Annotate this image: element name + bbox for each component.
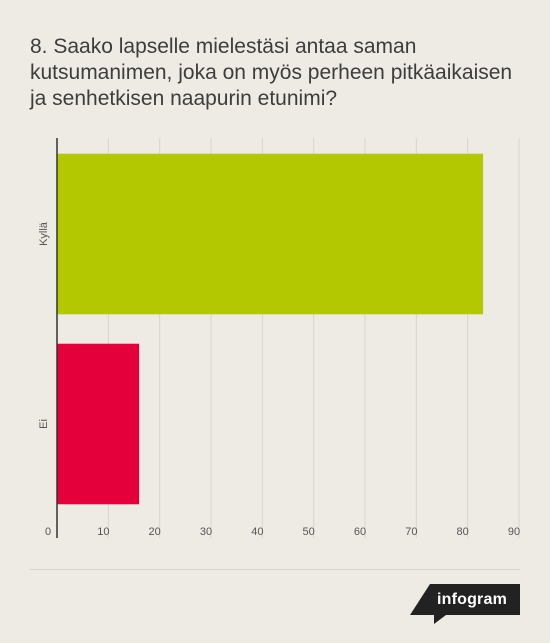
x-tick-label-40: 40 bbox=[251, 526, 263, 538]
bar-chart: Kyllä Ei 0 10 20 30 40 50 60 70 80 90 bbox=[38, 138, 520, 538]
category-label-0: Kyllä bbox=[38, 221, 50, 246]
infogram-badge[interactable]: infogram bbox=[410, 584, 520, 624]
footer-divider bbox=[30, 569, 520, 570]
chart-title: 8. Saako lapselle mielestäsi antaa saman… bbox=[30, 35, 513, 110]
bar-1 bbox=[57, 343, 140, 505]
x-tick-label-80: 80 bbox=[457, 526, 469, 538]
x-tick-label-70: 70 bbox=[405, 526, 417, 538]
x-tick-label-60: 60 bbox=[354, 526, 366, 538]
x-tick-label-20: 20 bbox=[149, 526, 161, 538]
x-tick-label-30: 30 bbox=[200, 526, 212, 538]
bar-0 bbox=[57, 153, 484, 315]
x-tick-label-90: 90 bbox=[508, 526, 520, 538]
x-tick-label-50: 50 bbox=[303, 526, 315, 538]
infogram-badge-shape bbox=[410, 584, 520, 624]
x-tick-label-10: 10 bbox=[97, 526, 109, 538]
x-tick-label-0: 0 bbox=[45, 526, 51, 538]
infogram-label: infogram bbox=[436, 590, 508, 608]
category-label-1: Ei bbox=[38, 419, 50, 429]
